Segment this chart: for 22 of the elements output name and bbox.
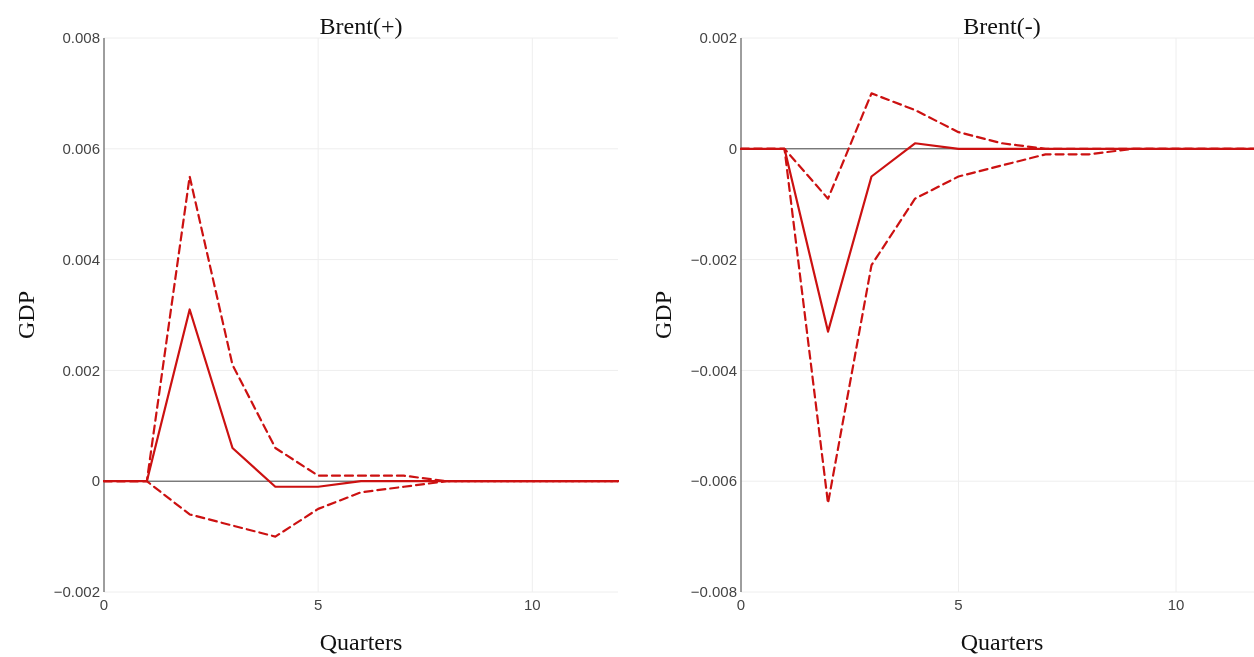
x-tick-label: 10	[1167, 596, 1185, 613]
y-tick-label: 0	[91, 472, 100, 490]
y-tick-label: 0.002	[62, 361, 100, 379]
x-axis-title: Quarters	[960, 629, 1044, 655]
y-tick-label: 0.002	[699, 29, 737, 47]
y-tick-label: 0.004	[62, 250, 100, 268]
y-tick-label: 0.006	[62, 140, 100, 158]
x-axis-title: Quarters	[319, 629, 403, 655]
y-tick-label: −0.006	[690, 472, 737, 490]
y-tick-label: −0.002	[690, 250, 737, 268]
x-tick-label: 5	[954, 596, 963, 613]
y-tick-label: −0.002	[53, 583, 100, 601]
y-tick-label: 0	[728, 140, 737, 158]
x-tick-label: 5	[313, 596, 323, 613]
x-tick-label: 10	[523, 596, 541, 613]
chart-title: Brent(+)	[319, 13, 403, 39]
y-axis-title: GDP	[13, 290, 39, 340]
chart-title: Brent(-)	[963, 13, 1041, 39]
y-axis-title: GDP	[650, 290, 676, 340]
y-tick-label: 0.008	[62, 29, 100, 47]
y-tick-label: −0.008	[690, 583, 737, 601]
y-tick-label: −0.004	[690, 361, 737, 379]
